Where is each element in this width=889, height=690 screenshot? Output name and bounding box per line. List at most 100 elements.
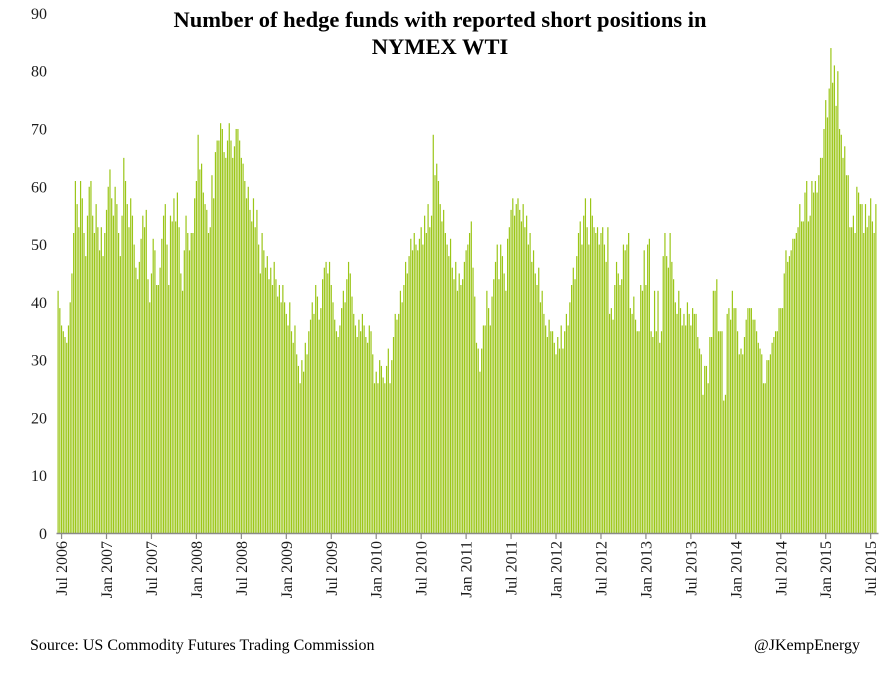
- bar: [245, 198, 248, 534]
- bar: [621, 279, 623, 534]
- bar: [223, 152, 225, 534]
- bar: [304, 342, 306, 534]
- bar: [187, 233, 189, 534]
- bar: [873, 233, 875, 534]
- bar: [230, 140, 232, 534]
- bar: [700, 354, 702, 534]
- bar: [736, 331, 739, 534]
- bar: [600, 233, 602, 534]
- bar: [100, 227, 102, 534]
- x-tick-label: Jul 2015: [863, 541, 880, 596]
- bar: [773, 337, 775, 534]
- bar: [323, 267, 325, 534]
- bar: [475, 342, 478, 534]
- bar: [868, 215, 870, 534]
- bar: [194, 198, 196, 534]
- bar: [861, 204, 863, 534]
- bar: [195, 180, 198, 534]
- bar: [392, 337, 395, 534]
- bar: [553, 342, 555, 534]
- bar: [140, 238, 142, 534]
- bar: [181, 290, 184, 534]
- bar: [750, 308, 752, 534]
- bar: [420, 227, 422, 534]
- bar: [107, 186, 109, 534]
- bar: [672, 279, 675, 534]
- y-tick-label: 80: [31, 64, 47, 81]
- bar: [95, 204, 97, 534]
- bar: [162, 215, 165, 534]
- bar: [439, 204, 441, 534]
- bar: [432, 134, 434, 534]
- bar: [636, 331, 638, 534]
- bar: [503, 273, 505, 534]
- bar: [213, 198, 215, 534]
- bar: [633, 296, 635, 534]
- bar: [130, 198, 132, 534]
- bar: [137, 279, 139, 534]
- bar: [545, 325, 547, 534]
- bar: [857, 192, 860, 534]
- bar: [377, 383, 379, 534]
- bar: [81, 198, 83, 534]
- bar: [199, 169, 201, 534]
- bar: [273, 261, 275, 534]
- bar: [806, 180, 808, 534]
- bar: [88, 186, 90, 534]
- bar: [297, 365, 300, 534]
- bar: [550, 331, 552, 534]
- bar: [776, 331, 778, 534]
- bar: [778, 308, 780, 534]
- bar: [277, 296, 279, 534]
- bar: [645, 285, 647, 534]
- bar: [109, 169, 111, 534]
- bar: [809, 215, 811, 534]
- bar: [460, 285, 462, 534]
- bar: [531, 261, 533, 534]
- bar: [207, 233, 210, 534]
- bar: [842, 157, 844, 534]
- bar: [142, 215, 144, 534]
- bar: [176, 192, 178, 534]
- bar: [742, 354, 744, 534]
- bar: [546, 337, 548, 534]
- bar: [296, 354, 298, 534]
- bar: [586, 227, 588, 534]
- bar: [413, 233, 415, 534]
- chart-title-line2: NYMEX WTI: [371, 34, 509, 60]
- bar: [283, 302, 286, 534]
- bar: [515, 204, 517, 534]
- bar: [762, 383, 765, 534]
- bar: [249, 209, 251, 534]
- chart-title: Number of hedge funds with reported shor…: [110, 6, 770, 61]
- bar: [837, 71, 839, 534]
- bar: [662, 256, 664, 534]
- bar: [318, 319, 320, 534]
- bar: [496, 244, 498, 534]
- bar: [138, 261, 140, 534]
- bar: [164, 204, 166, 534]
- bar: [679, 308, 682, 534]
- bar: [354, 325, 357, 534]
- bar: [832, 82, 834, 534]
- bar: [548, 319, 550, 534]
- bar: [401, 302, 403, 534]
- bar: [474, 296, 476, 534]
- bar: [681, 325, 683, 534]
- bar: [819, 157, 822, 534]
- bar: [347, 261, 350, 534]
- bar: [232, 157, 234, 534]
- bar: [425, 233, 427, 534]
- bar: [462, 279, 464, 534]
- bar: [792, 238, 794, 534]
- bar: [557, 337, 559, 534]
- bar: [287, 325, 289, 534]
- attribution-handle: @JKempEnergy: [754, 637, 860, 654]
- bar: [799, 204, 801, 534]
- bar: [221, 128, 223, 534]
- bar: [486, 290, 488, 534]
- bar: [522, 204, 524, 534]
- y-tick-label: 30: [31, 353, 47, 370]
- bar: [394, 313, 396, 534]
- bar: [835, 105, 837, 534]
